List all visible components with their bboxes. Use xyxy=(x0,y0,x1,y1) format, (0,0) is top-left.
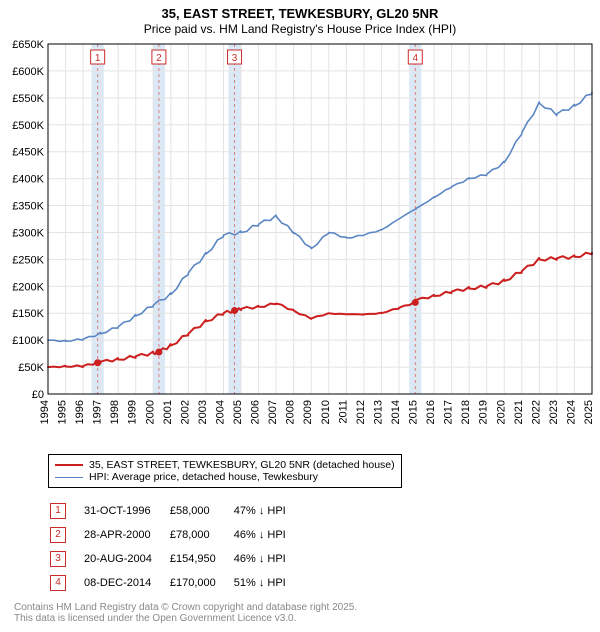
footer-note: Contains HM Land Registry data © Crown c… xyxy=(14,602,586,624)
svg-text:£0: £0 xyxy=(32,389,44,401)
svg-text:2014: 2014 xyxy=(390,400,402,424)
svg-text:2013: 2013 xyxy=(372,400,384,424)
svg-text:2003: 2003 xyxy=(197,400,209,424)
legend-item: HPI: Average price, detached house, Tewk… xyxy=(55,471,395,483)
svg-text:1998: 1998 xyxy=(109,400,121,424)
svg-text:2007: 2007 xyxy=(267,400,279,424)
svg-text:2024: 2024 xyxy=(565,400,577,424)
svg-text:1: 1 xyxy=(95,53,101,64)
svg-text:£50K: £50K xyxy=(18,362,44,374)
svg-text:2004: 2004 xyxy=(214,400,226,424)
title-main: 35, EAST STREET, TEWKESBURY, GL20 5NR xyxy=(0,6,600,21)
legend: 35, EAST STREET, TEWKESBURY, GL20 5NR (d… xyxy=(48,454,402,488)
chart-title-block: 35, EAST STREET, TEWKESBURY, GL20 5NR Pr… xyxy=(0,0,600,38)
svg-text:2005: 2005 xyxy=(232,400,244,424)
event-price: £58,000 xyxy=(170,500,232,522)
event-marker: 4 xyxy=(50,575,66,591)
event-date: 08-DEC-2014 xyxy=(84,572,168,594)
event-delta: 51% ↓ HPI xyxy=(234,572,302,594)
svg-text:2023: 2023 xyxy=(548,400,560,424)
chart-svg: 1 2 3 4 £0 £50K £100K £150K £200K £250K £300K £350K… xyxy=(0,38,600,448)
svg-text:2020: 2020 xyxy=(495,400,507,424)
svg-text:2018: 2018 xyxy=(460,400,472,424)
svg-text:2006: 2006 xyxy=(250,400,262,424)
svg-text:£600K: £600K xyxy=(12,66,44,78)
event-date: 31-OCT-1996 xyxy=(84,500,168,522)
svg-text:2009: 2009 xyxy=(302,400,314,424)
svg-text:2010: 2010 xyxy=(320,400,332,424)
svg-text:1994: 1994 xyxy=(39,400,51,424)
event-delta: 46% ↓ HPI xyxy=(234,548,302,570)
svg-text:£400K: £400K xyxy=(12,174,44,186)
legend-label: HPI: Average price, detached house, Tewk… xyxy=(89,471,318,483)
svg-text:2019: 2019 xyxy=(478,400,490,424)
legend-swatch xyxy=(55,464,83,466)
svg-text:1995: 1995 xyxy=(57,400,69,424)
event-marker: 2 xyxy=(50,527,66,543)
svg-text:2: 2 xyxy=(156,53,162,64)
event-delta: 47% ↓ HPI xyxy=(234,500,302,522)
footer-line1: Contains HM Land Registry data © Crown c… xyxy=(14,602,586,613)
svg-text:£200K: £200K xyxy=(12,281,44,293)
svg-text:£100K: £100K xyxy=(12,335,44,347)
svg-text:2025: 2025 xyxy=(583,400,595,424)
event-row: 2 28-APR-2000£78,00046% ↓ HPI xyxy=(50,524,302,546)
event-row: 4 08-DEC-2014£170,00051% ↓ HPI xyxy=(50,572,302,594)
svg-text:2001: 2001 xyxy=(162,400,174,424)
event-date: 20-AUG-2004 xyxy=(84,548,168,570)
svg-text:2015: 2015 xyxy=(408,400,420,424)
event-delta: 46% ↓ HPI xyxy=(234,524,302,546)
event-marker: 1 xyxy=(50,503,66,519)
chart-area: 1 2 3 4 £0 £50K £100K £150K £200K £250K £300K £350K… xyxy=(0,38,600,448)
svg-text:2021: 2021 xyxy=(513,400,525,424)
svg-text:1996: 1996 xyxy=(74,400,86,424)
event-price: £154,950 xyxy=(170,548,232,570)
svg-text:2012: 2012 xyxy=(355,400,367,424)
legend-swatch xyxy=(55,477,83,478)
svg-text:1999: 1999 xyxy=(127,400,139,424)
svg-text:£550K: £550K xyxy=(12,93,44,105)
svg-text:2016: 2016 xyxy=(425,400,437,424)
svg-text:£500K: £500K xyxy=(12,120,44,132)
event-date: 28-APR-2000 xyxy=(84,524,168,546)
event-marker: 3 xyxy=(50,551,66,567)
svg-text:2002: 2002 xyxy=(179,400,191,424)
svg-text:4: 4 xyxy=(413,53,419,64)
event-row: 3 20-AUG-2004£154,95046% ↓ HPI xyxy=(50,548,302,570)
svg-text:£450K: £450K xyxy=(12,147,44,159)
svg-text:1997: 1997 xyxy=(92,400,104,424)
event-price: £170,000 xyxy=(170,572,232,594)
svg-text:2000: 2000 xyxy=(144,400,156,424)
svg-text:£250K: £250K xyxy=(12,254,44,266)
svg-text:2022: 2022 xyxy=(530,400,542,424)
svg-text:£650K: £650K xyxy=(12,39,44,51)
svg-text:2008: 2008 xyxy=(285,400,297,424)
title-sub: Price paid vs. HM Land Registry's House … xyxy=(0,22,600,36)
legend-label: 35, EAST STREET, TEWKESBURY, GL20 5NR (d… xyxy=(89,459,395,471)
footer-line2: This data is licensed under the Open Gov… xyxy=(14,613,586,624)
svg-text:£350K: £350K xyxy=(12,201,44,213)
svg-text:£150K: £150K xyxy=(12,308,44,320)
svg-text:3: 3 xyxy=(232,53,238,64)
event-row: 1 31-OCT-1996£58,00047% ↓ HPI xyxy=(50,500,302,522)
events-table: 1 31-OCT-1996£58,00047% ↓ HPI 2 28-APR-2000… xyxy=(48,498,304,596)
legend-item: 35, EAST STREET, TEWKESBURY, GL20 5NR (d… xyxy=(55,459,395,471)
svg-text:£300K: £300K xyxy=(12,227,44,239)
svg-text:2017: 2017 xyxy=(443,400,455,424)
event-price: £78,000 xyxy=(170,524,232,546)
svg-text:2011: 2011 xyxy=(337,400,349,424)
